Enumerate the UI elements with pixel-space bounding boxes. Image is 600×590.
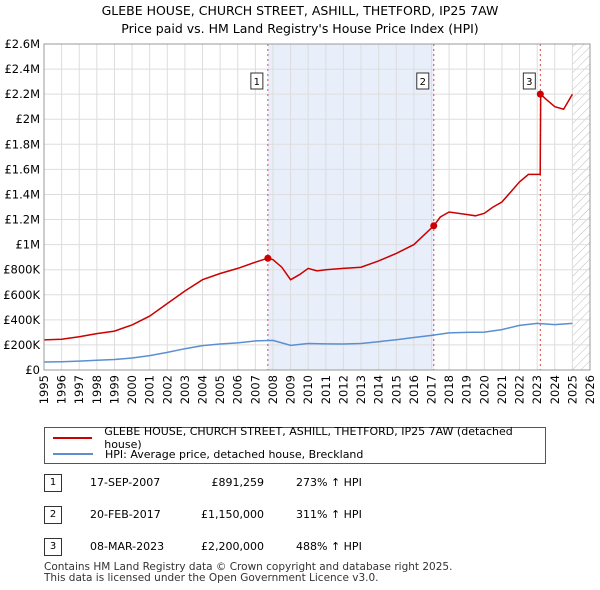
legend-label-property: GLEBE HOUSE, CHURCH STREET, ASHILL, THET… [104,425,513,451]
sale-label: 1 [254,77,260,88]
sale-date: 20-FEB-2017 [90,508,161,521]
sale-hpi-change: 488% ↑ HPI [296,540,362,553]
sale-row: 3 08-MAR-2023 £2,200,000 488% ↑ HPI [44,538,544,558]
legend-item-property: GLEBE HOUSE, CHURCH STREET, ASHILL, THET… [53,425,545,451]
legend-line-red [53,437,93,439]
x-tick-label: 2022 [513,375,527,404]
forecast-hatch [572,44,590,370]
sale-number-badge: 1 [44,474,62,492]
x-tick-label: 2010 [301,375,315,404]
sale-date: 17-SEP-2007 [90,476,161,489]
y-tick-label: £0 [25,363,40,377]
y-tick-label: £2M [15,112,40,126]
sale-date: 08-MAR-2023 [90,540,165,553]
sale-price: £1,150,000 [201,508,264,521]
x-tick-label: 2024 [548,375,562,404]
x-tick-label: 2017 [424,375,438,404]
chart-subtitle: Price paid vs. HM Land Registry's House … [121,21,479,36]
sale-hpi-change: 273% ↑ HPI [296,476,362,489]
y-tick-label: £600K [3,288,40,302]
sale-price: £891,259 [211,476,265,489]
sale-label: 2 [420,77,426,88]
sale-label-box [416,72,430,90]
sale-number-badge: 2 [44,506,62,524]
sale-hpi-change: 311% ↑ HPI [296,508,362,521]
x-tick-label: 2008 [266,375,280,404]
y-tick-label: £1.4M [4,187,40,201]
legend: GLEBE HOUSE, CHURCH STREET, ASHILL, THET… [44,425,546,464]
sale-label-box [522,72,536,90]
y-tick-label: £1.8M [4,137,40,151]
x-tick-label: 2025 [565,375,579,404]
x-tick-label: 2018 [442,375,456,404]
y-tick-label: £2.6M [4,37,40,51]
x-tick-label: 2011 [319,375,333,404]
x-tick-label: 2013 [354,375,368,404]
x-tick-label: 2016 [407,375,421,404]
x-tick-label: 1995 [37,375,51,404]
sale-row: 1 17-SEP-2007 £891,259 273% ↑ HPI [44,474,544,494]
legend-item-hpi: HPI: Average price, detached house, Brec… [53,447,363,461]
y-tick-label: £2.4M [4,62,40,76]
x-tick-label: 2009 [284,375,298,404]
plot-frame [43,43,591,371]
x-tick-label: 2015 [389,375,403,404]
hpi-line [43,322,573,363]
sale-number-badge: 3 [44,538,62,556]
y-tick-label: £1M [15,238,40,252]
footer-line-2: This data is licensed under the Open Gov… [44,572,379,584]
sale-row: 2 20-FEB-2017 £1,150,000 311% ↑ HPI [44,506,544,526]
x-tick-label: 2020 [477,375,491,404]
y-tick-label: £800K [3,263,40,277]
legend-line-blue [53,453,93,455]
footer-line-1: Contains HM Land Registry data © Crown c… [44,561,453,573]
y-tick-label: £200K [3,338,40,352]
x-tick-label: 2000 [125,375,139,404]
x-tick-label: 1996 [55,375,69,404]
ownership-shade [267,44,434,370]
legend-label-hpi: HPI: Average price, detached house, Brec… [105,447,364,461]
x-tick-label: 2001 [143,375,157,404]
y-tick-label: £400K [3,313,40,327]
sale-price: £2,200,000 [201,540,264,553]
x-tick-label: 2004 [196,375,210,404]
sale-label: 3 [526,77,532,88]
x-tick-label: 1997 [72,375,86,404]
x-tick-label: 2026 [583,375,597,404]
chart-title: GLEBE HOUSE, CHURCH STREET, ASHILL, THET… [101,3,499,18]
x-tick-label: 2006 [231,375,245,404]
x-tick-label: 2002 [160,375,174,404]
x-tick-label: 2005 [213,375,227,404]
y-tick-label: £2.2M [4,87,40,101]
y-tick-label: £1.2M [4,213,40,227]
x-tick-label: 2021 [495,375,509,404]
sale-point [264,254,272,262]
y-tick-label: £1.6M [4,162,40,176]
sale-point [430,222,438,230]
footer: Contains HM Land Registry data © Crown c… [44,562,452,584]
x-tick-label: 2023 [530,375,544,404]
x-tick-label: 2012 [336,375,350,404]
x-tick-label: 2019 [460,375,474,404]
property-price-line [43,92,574,341]
x-tick-label: 2003 [178,375,192,404]
sale-point [536,90,544,98]
price-chart: 1 2 3 £0 £200K £400K £600K £800K £1M £1.2M £1.4M £… [3,37,597,404]
x-tick-label: 1998 [90,375,104,404]
x-tick-label: 2007 [248,375,262,404]
x-tick-label: 2014 [372,375,386,404]
sale-label-box [250,72,264,90]
x-tick-label: 1999 [107,375,121,404]
